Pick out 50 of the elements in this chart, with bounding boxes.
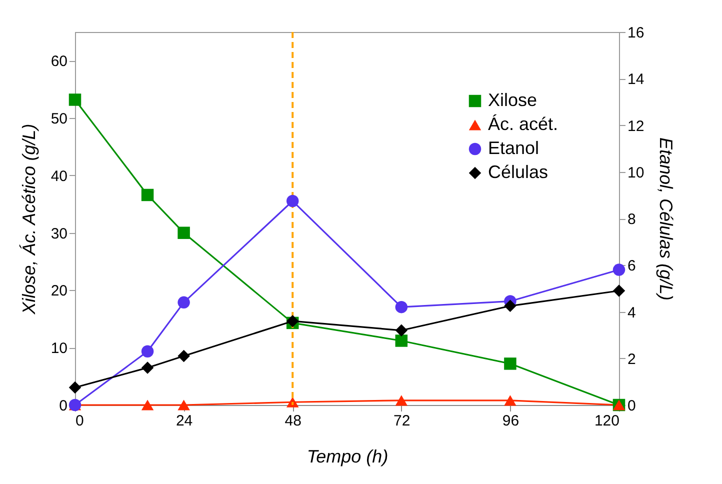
y-tick-label: 50 [50,110,68,128]
point [178,350,190,362]
point [178,226,190,239]
y2-tick-label: 16 [628,24,644,42]
y-tick-label: 40 [50,168,68,185]
point [141,362,154,374]
point [504,300,516,312]
y-tick-label: 10 [50,340,68,358]
point [395,300,408,314]
point [395,324,408,337]
x-tick-label: 48 [284,412,302,430]
legend-label: Etanol [488,138,540,158]
point [286,396,299,408]
legend-label: Células [488,162,548,182]
y-tick-label: 30 [50,225,68,242]
point [612,284,626,297]
point [178,296,190,309]
y2-tick-label: 10 [628,164,644,182]
x-tick-label: 120 [594,412,620,430]
y-tick-label: 60 [50,53,68,70]
legend-label: Xilose [488,90,538,110]
y2-tick-label: 6 [628,258,636,275]
x-tick-label: 96 [502,412,520,430]
x-tick-label: 0 [76,412,84,430]
point [141,400,154,410]
x-axis-title: Tempo (h) [306,446,388,466]
y-tick-label: 20 [50,282,68,300]
y2-tick-label: 0 [628,398,636,414]
point [141,345,154,358]
point [178,400,190,410]
legend-label: Ác. acét. [488,114,558,134]
y2-tick-label: 2 [628,350,636,368]
y2-tick-label: 8 [628,211,636,228]
y2-tick-label: 4 [628,304,636,322]
y-tick-label: 0 [59,398,68,414]
y2-tick-label: 12 [628,118,644,135]
y-axis-title: Xilose, Ác. Acético (g/L) [18,124,39,316]
point [504,358,516,370]
x-tick-label: 72 [394,412,410,430]
point [612,264,626,276]
point [395,395,408,406]
point [286,194,299,208]
point [504,395,516,406]
point [68,381,82,394]
point [141,188,154,202]
y2-tick-label: 14 [628,71,644,88]
point [68,94,82,106]
y2-axis-title: Etanol, Células (g/L) [656,137,676,301]
point [395,334,408,347]
x-tick-label: 24 [176,412,193,430]
